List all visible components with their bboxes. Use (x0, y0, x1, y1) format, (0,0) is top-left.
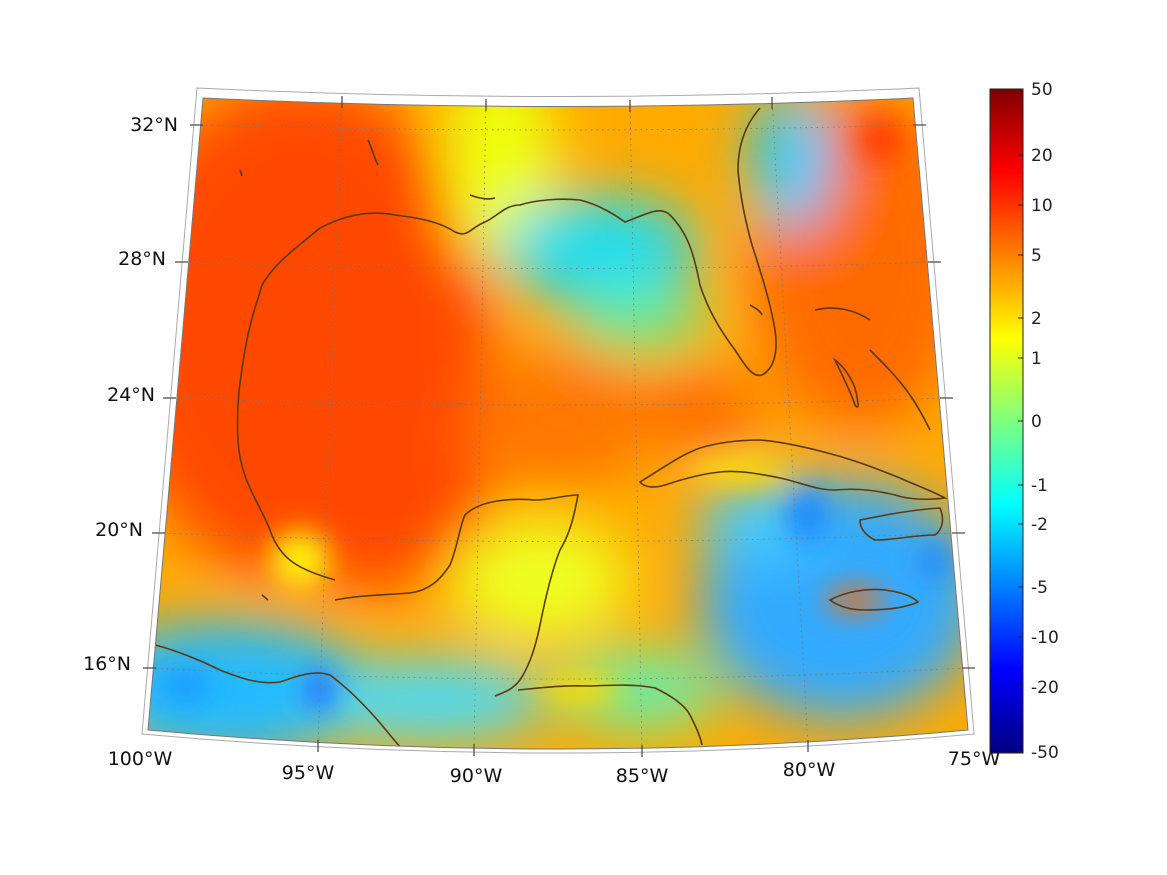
colorbar-label-5: 5 (1031, 246, 1042, 266)
colorbar-label-neg50: -50 (1031, 743, 1059, 763)
lon-label-90w: 90°W (450, 765, 503, 787)
lon-label-95w: 95°W (282, 762, 335, 784)
colorbar-label-20: 20 (1031, 146, 1053, 166)
map-frame (141, 87, 975, 754)
colorbar-gradient (989, 88, 1024, 754)
lat-label-24n: 24°N (107, 384, 155, 406)
colorbar-label-neg1: -1 (1031, 476, 1048, 496)
lon-label-75w: 75°W (948, 748, 1001, 770)
field-raster (148, 98, 968, 749)
colorbar-label-neg2: -2 (1031, 515, 1048, 535)
colorbar-label-0: 0 (1031, 412, 1042, 432)
colorbar-label-neg5: -5 (1031, 578, 1048, 598)
graticule (149, 98, 966, 749)
colorbar-ticks (1018, 88, 1023, 753)
lat-label-16n: 16°N (83, 653, 131, 675)
latitude-labels: 32°N 28°N 24°N 20°N 16°N (83, 114, 178, 675)
lon-label-80w: 80°W (783, 759, 836, 781)
lat-label-28n: 28°N (118, 248, 166, 270)
colorbar-label-50: 50 (1031, 80, 1053, 100)
frame-ticks (143, 96, 975, 757)
lat-label-32n: 32°N (130, 114, 178, 136)
lat-label-20n: 20°N (95, 519, 143, 541)
colorbar-label-1: 1 (1031, 349, 1042, 369)
lon-label-100w: 100°W (108, 748, 173, 770)
colorbar-label-neg20: -20 (1031, 678, 1059, 698)
longitude-labels: 100°W 95°W 90°W 85°W 80°W 75°W (108, 748, 1001, 787)
colorbar-label-neg10: -10 (1031, 628, 1059, 648)
colorbar: 50 20 10 5 2 1 0 -1 -2 -5 -10 -20 -50 (989, 80, 1059, 763)
lon-label-85w: 85°W (616, 765, 669, 787)
colorbar-label-10: 10 (1031, 196, 1053, 216)
colorbar-label-2: 2 (1031, 309, 1042, 329)
coastlines (154, 107, 948, 749)
